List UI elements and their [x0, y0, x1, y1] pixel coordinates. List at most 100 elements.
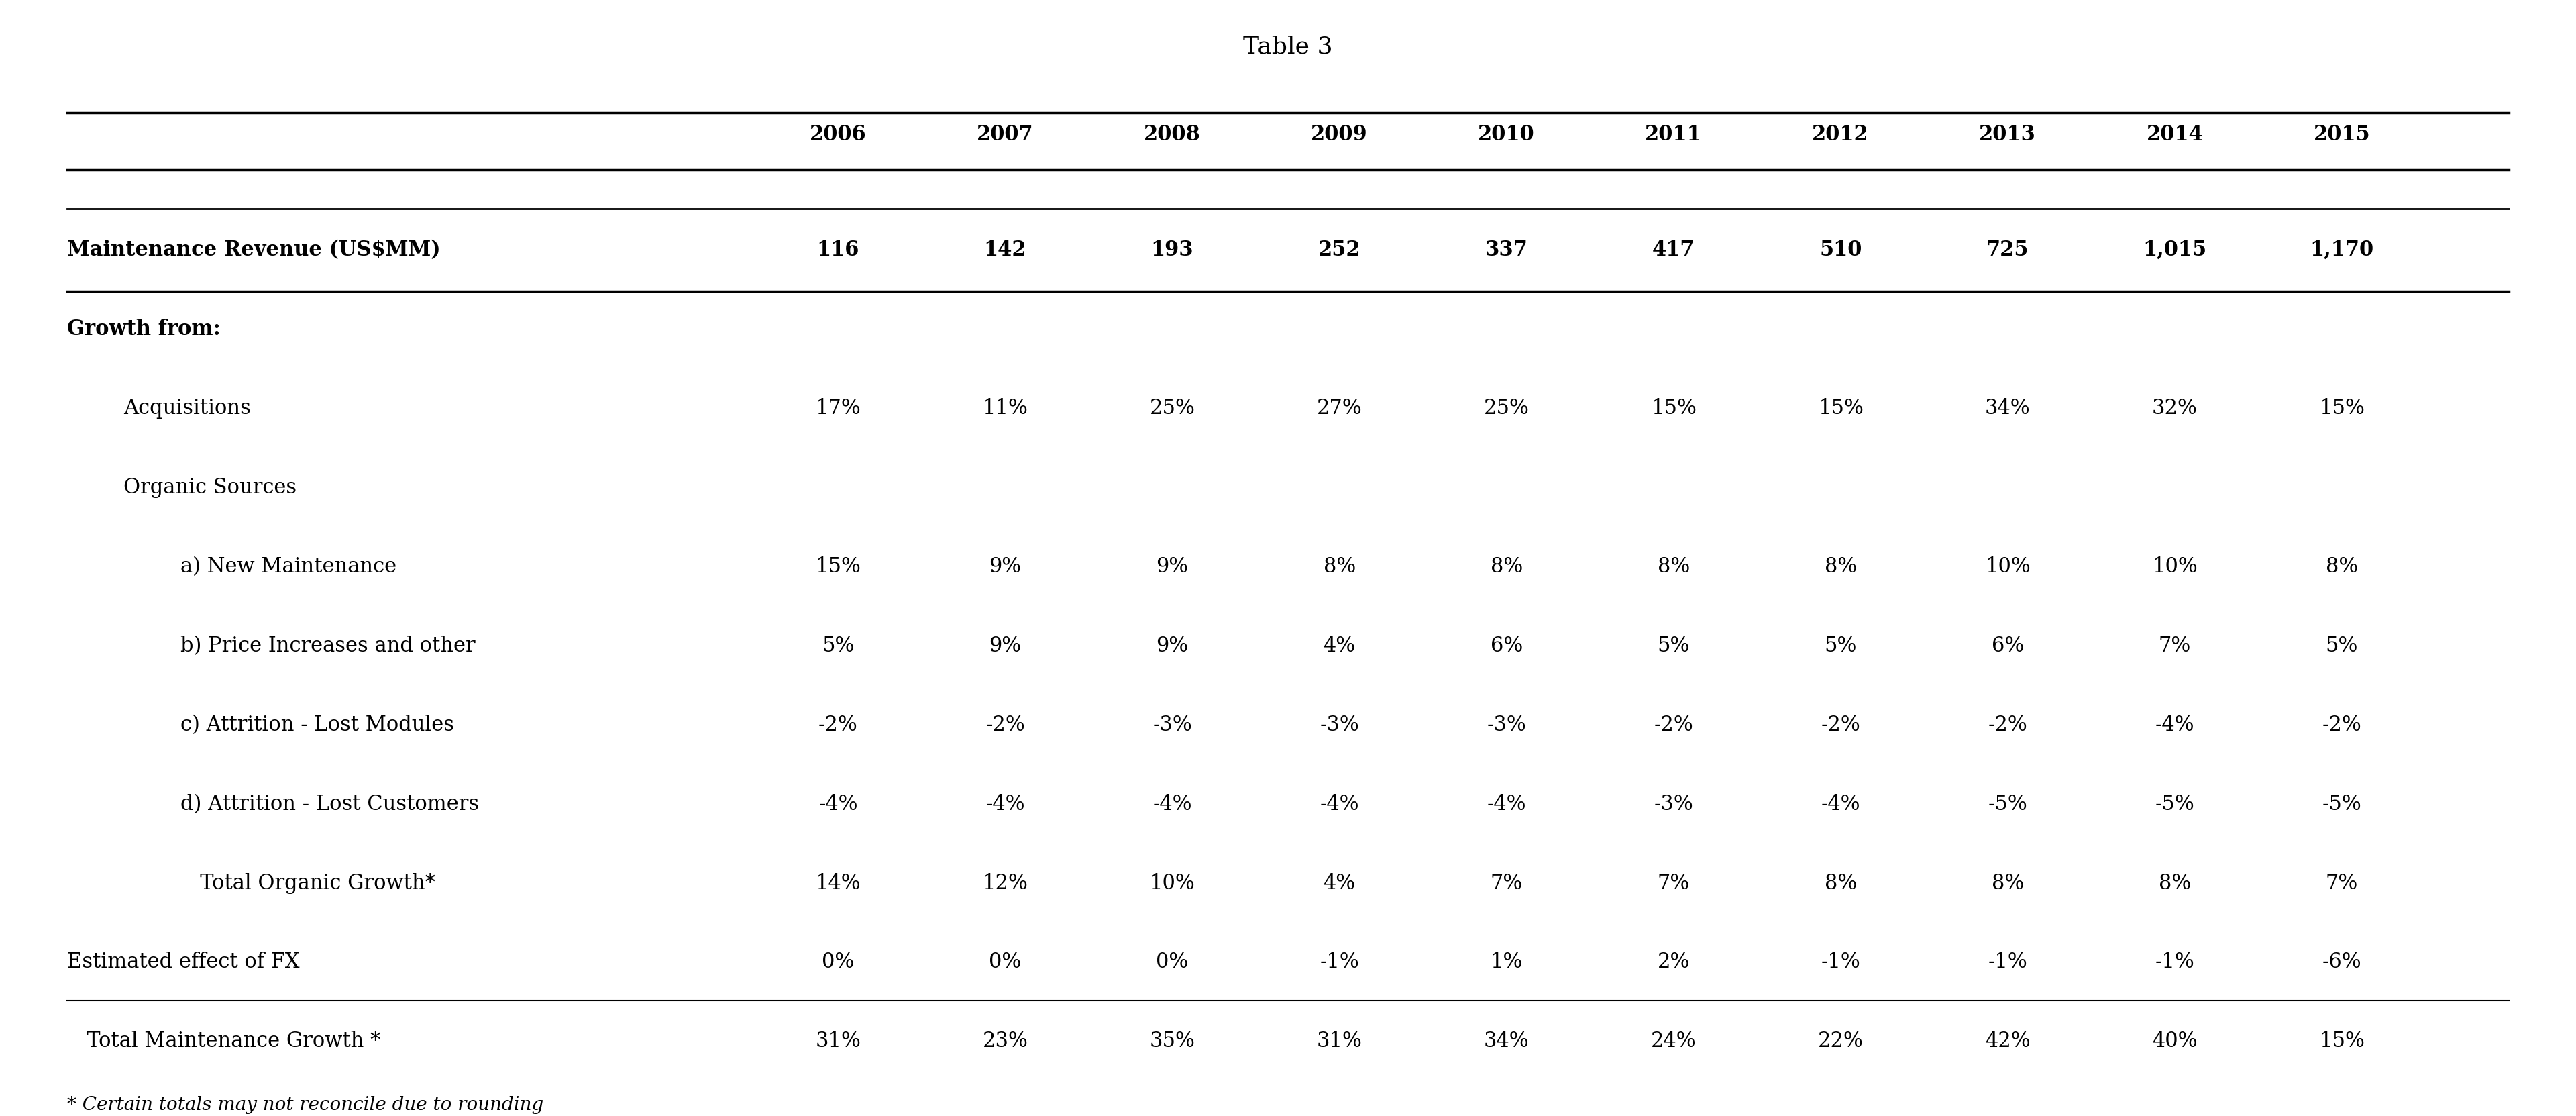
- Text: -5%: -5%: [2321, 793, 2362, 815]
- Text: 4%: 4%: [1324, 873, 1355, 894]
- Text: 31%: 31%: [1316, 1031, 1363, 1052]
- Text: 252: 252: [1319, 240, 1360, 260]
- Text: 22%: 22%: [1819, 1031, 1862, 1052]
- Text: 6%: 6%: [1492, 635, 1522, 656]
- Text: -4%: -4%: [1319, 793, 1360, 815]
- Text: -1%: -1%: [1319, 952, 1360, 973]
- Text: 8%: 8%: [1492, 556, 1522, 577]
- Text: -5%: -5%: [2156, 793, 2195, 815]
- Text: -1%: -1%: [1821, 952, 1860, 973]
- Text: 5%: 5%: [2326, 635, 2357, 656]
- Text: -3%: -3%: [1151, 714, 1193, 735]
- Text: 34%: 34%: [1986, 398, 2030, 418]
- Text: -2%: -2%: [1654, 714, 1692, 735]
- Text: -2%: -2%: [1989, 714, 2027, 735]
- Text: -4%: -4%: [819, 793, 858, 815]
- Text: 510: 510: [1819, 240, 1862, 260]
- Text: * Certain totals may not reconcile due to rounding: * Certain totals may not reconcile due t…: [67, 1096, 544, 1114]
- Text: 10%: 10%: [2151, 556, 2197, 577]
- Text: -4%: -4%: [2156, 714, 2195, 735]
- Text: 7%: 7%: [2159, 635, 2192, 656]
- Text: -1%: -1%: [2156, 952, 2195, 973]
- Text: 725: 725: [1986, 240, 2030, 260]
- Text: 17%: 17%: [817, 398, 860, 418]
- Text: -2%: -2%: [1821, 714, 1860, 735]
- Text: -3%: -3%: [1319, 714, 1360, 735]
- Text: 9%: 9%: [1157, 556, 1188, 577]
- Text: Maintenance Revenue (US$MM): Maintenance Revenue (US$MM): [67, 240, 440, 260]
- Text: 2008: 2008: [1144, 124, 1200, 145]
- Text: 14%: 14%: [817, 873, 860, 894]
- Text: Total Maintenance Growth *: Total Maintenance Growth *: [67, 1031, 381, 1052]
- Text: Total Organic Growth*: Total Organic Growth*: [180, 873, 435, 894]
- Text: 23%: 23%: [981, 1031, 1028, 1052]
- Text: 1%: 1%: [1492, 952, 1522, 973]
- Text: Growth from:: Growth from:: [67, 319, 222, 339]
- Text: 11%: 11%: [981, 398, 1028, 418]
- Text: d) Attrition - Lost Customers: d) Attrition - Lost Customers: [180, 793, 479, 815]
- Text: -4%: -4%: [1486, 793, 1525, 815]
- Text: 7%: 7%: [1656, 873, 1690, 894]
- Text: 7%: 7%: [1492, 873, 1522, 894]
- Text: 0%: 0%: [989, 952, 1023, 973]
- Text: Estimated effect of FX: Estimated effect of FX: [67, 952, 299, 973]
- Text: 8%: 8%: [1991, 873, 2025, 894]
- Text: 8%: 8%: [1824, 873, 1857, 894]
- Text: 27%: 27%: [1316, 398, 1363, 418]
- Text: 8%: 8%: [1824, 556, 1857, 577]
- Text: 116: 116: [817, 240, 860, 260]
- Text: 0%: 0%: [822, 952, 855, 973]
- Text: 10%: 10%: [1149, 873, 1195, 894]
- Text: 31%: 31%: [817, 1031, 860, 1052]
- Text: -4%: -4%: [1151, 793, 1193, 815]
- Text: 8%: 8%: [2159, 873, 2192, 894]
- Text: -5%: -5%: [1989, 793, 2027, 815]
- Text: a) New Maintenance: a) New Maintenance: [180, 556, 397, 577]
- Text: 4%: 4%: [1324, 635, 1355, 656]
- Text: 15%: 15%: [2318, 398, 2365, 418]
- Text: 15%: 15%: [2318, 1031, 2365, 1052]
- Text: 5%: 5%: [1656, 635, 1690, 656]
- Text: 24%: 24%: [1651, 1031, 1695, 1052]
- Text: -3%: -3%: [1486, 714, 1525, 735]
- Text: Table 3: Table 3: [1244, 36, 1332, 58]
- Text: -4%: -4%: [987, 793, 1025, 815]
- Text: Organic Sources: Organic Sources: [124, 478, 296, 498]
- Text: 2009: 2009: [1311, 124, 1368, 145]
- Text: 5%: 5%: [822, 635, 855, 656]
- Text: 417: 417: [1651, 240, 1695, 260]
- Text: -4%: -4%: [1821, 793, 1860, 815]
- Text: 2%: 2%: [1656, 952, 1690, 973]
- Text: 12%: 12%: [981, 873, 1028, 894]
- Text: 34%: 34%: [1484, 1031, 1530, 1052]
- Text: 2015: 2015: [2313, 124, 2370, 145]
- Text: -1%: -1%: [1989, 952, 2027, 973]
- Text: b) Price Increases and other: b) Price Increases and other: [180, 635, 474, 656]
- Text: 9%: 9%: [989, 556, 1023, 577]
- Text: 7%: 7%: [2326, 873, 2357, 894]
- Text: 10%: 10%: [1986, 556, 2030, 577]
- Text: 25%: 25%: [1484, 398, 1530, 418]
- Text: 2013: 2013: [1978, 124, 2035, 145]
- Text: 2012: 2012: [1811, 124, 1870, 145]
- Text: 40%: 40%: [2151, 1031, 2197, 1052]
- Text: 8%: 8%: [1324, 556, 1355, 577]
- Text: c) Attrition - Lost Modules: c) Attrition - Lost Modules: [180, 714, 453, 735]
- Text: 142: 142: [984, 240, 1028, 260]
- Text: 8%: 8%: [1656, 556, 1690, 577]
- Text: 2014: 2014: [2146, 124, 2202, 145]
- Text: 42%: 42%: [1986, 1031, 2030, 1052]
- Text: 9%: 9%: [1157, 635, 1188, 656]
- Text: 5%: 5%: [1824, 635, 1857, 656]
- Text: 2011: 2011: [1646, 124, 1703, 145]
- Text: 2010: 2010: [1479, 124, 1535, 145]
- Text: 15%: 15%: [817, 556, 860, 577]
- Text: 1,015: 1,015: [2143, 240, 2208, 260]
- Text: -2%: -2%: [2321, 714, 2362, 735]
- Text: 2006: 2006: [809, 124, 866, 145]
- Text: 15%: 15%: [1819, 398, 1862, 418]
- Text: 15%: 15%: [1651, 398, 1698, 418]
- Text: 35%: 35%: [1149, 1031, 1195, 1052]
- Text: 6%: 6%: [1991, 635, 2025, 656]
- Text: -3%: -3%: [1654, 793, 1692, 815]
